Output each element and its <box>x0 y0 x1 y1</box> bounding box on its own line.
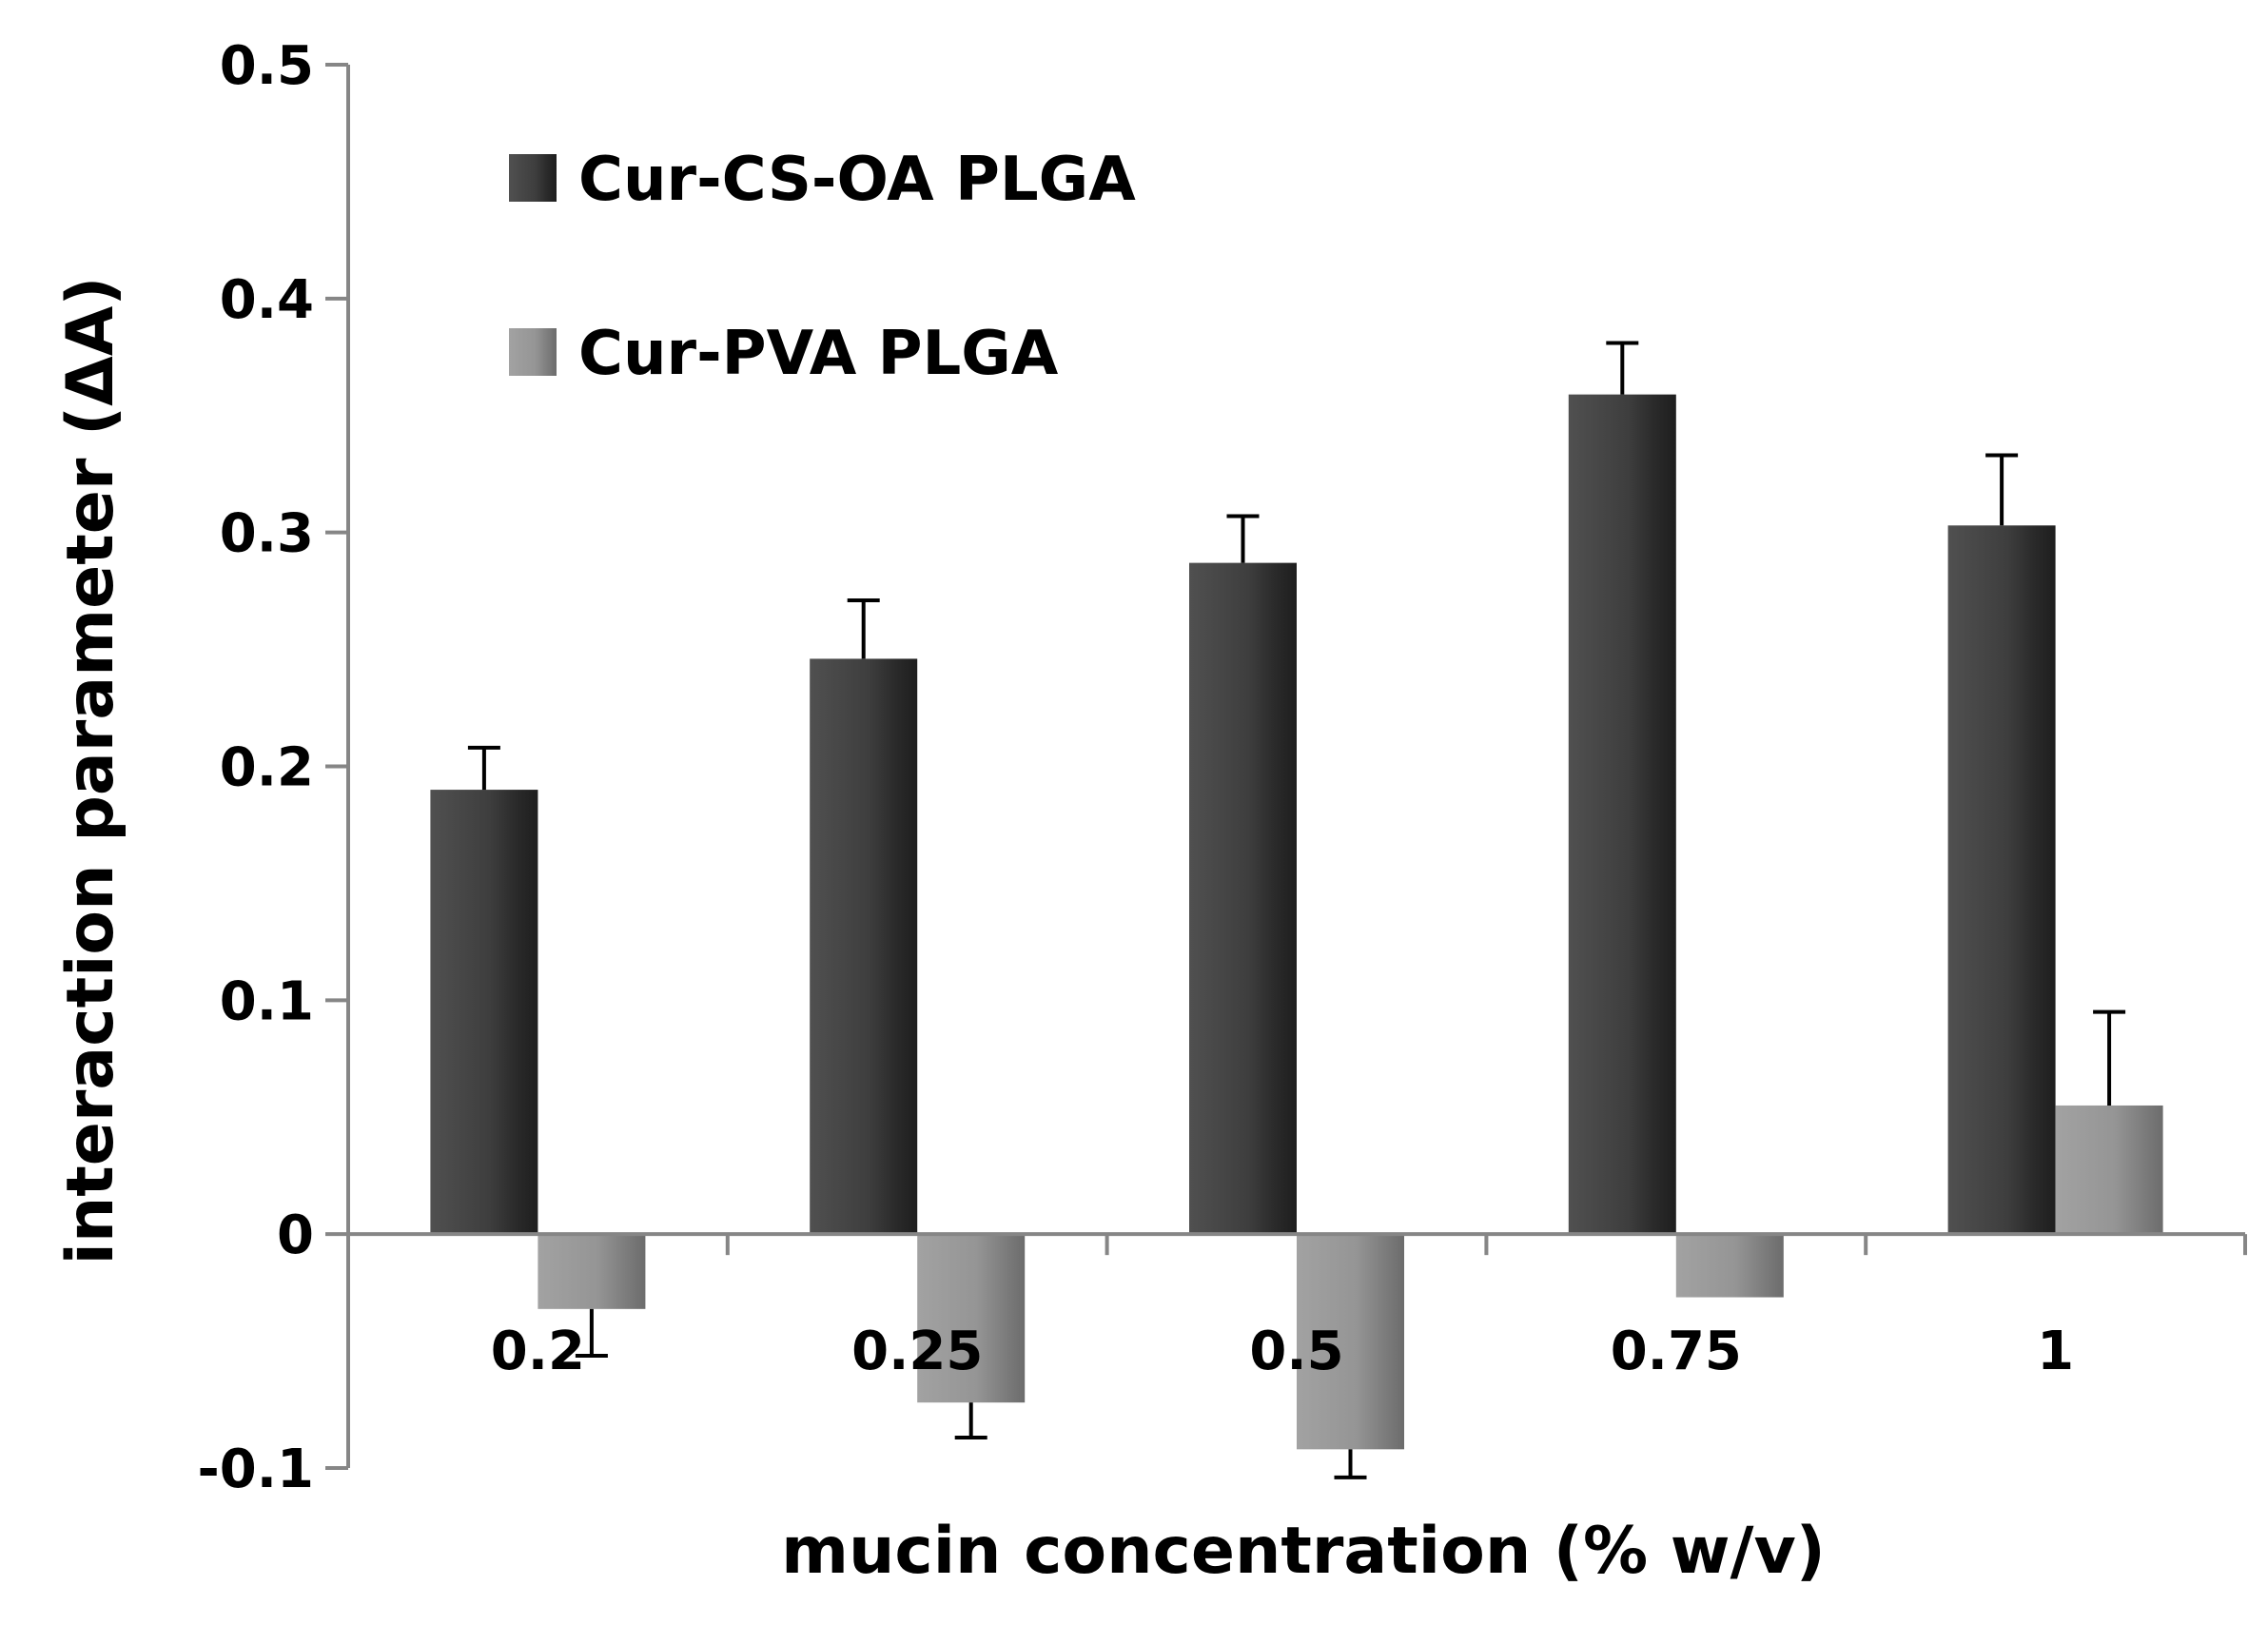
y-tick-label-0-4: 0.4 <box>220 269 314 331</box>
bar-cur-cs-oa-plga-0-2 <box>430 790 538 1235</box>
legend-swatch-cur-cs-oa-plga <box>509 154 557 202</box>
y-tick-label-0-2: 0.2 <box>220 737 314 799</box>
bars-layer <box>430 394 2163 1450</box>
legend-label-cur-cs-oa-plga: Cur-CS-OA PLGA <box>578 145 1136 215</box>
bar-cur-pva-plga-1 <box>2055 1105 2163 1235</box>
legend-swatch-cur-pva-plga <box>509 328 557 376</box>
bar-cur-pva-plga-0-5 <box>1297 1234 1404 1450</box>
legend: Cur-CS-OA PLGA Cur-PVA PLGA <box>509 145 1136 389</box>
bar-cur-cs-oa-plga-0-75 <box>1568 394 1676 1235</box>
bar-cur-cs-oa-plga-0-25 <box>810 658 918 1235</box>
ticks-layer: -0.1 0 0.1 0.2 0.3 0.4 0.5 0.2 0.25 0.5 0.75 1 <box>198 35 2247 1500</box>
y-tick-label-0-1: 0.1 <box>220 970 314 1032</box>
bar-cur-pva-plga-0-25 <box>917 1234 1026 1403</box>
x-tick-label-0-2: 0.2 <box>491 1321 585 1382</box>
y-tick-label-0-5: 0.5 <box>220 35 314 97</box>
x-tick-label-0-25: 0.25 <box>851 1321 983 1382</box>
y-tick-label-0: 0 <box>277 1204 314 1266</box>
x-tick-label-0-75: 0.75 <box>1611 1321 1742 1382</box>
y-tick-label-0-1: -0.1 <box>198 1439 314 1500</box>
bar-cur-pva-plga-0-75 <box>1675 1234 1784 1298</box>
y-axis-title: interaction parameter (ΔA) <box>53 277 128 1265</box>
x-axis-title: mucin concentration (% w/v) <box>781 1514 1826 1589</box>
bar-cur-cs-oa-plga-1 <box>1947 525 2056 1235</box>
bar-cur-pva-plga-0-2 <box>538 1234 646 1309</box>
bar-cur-cs-oa-plga-0-5 <box>1189 562 1297 1235</box>
legend-label-cur-pva-plga: Cur-PVA PLGA <box>578 319 1059 389</box>
error-bars-layer <box>467 341 2126 1479</box>
x-tick-label-1: 1 <box>2037 1321 2074 1382</box>
x-tick-label-0-5: 0.5 <box>1249 1321 1343 1382</box>
y-tick-label-0-3: 0.3 <box>220 503 314 565</box>
